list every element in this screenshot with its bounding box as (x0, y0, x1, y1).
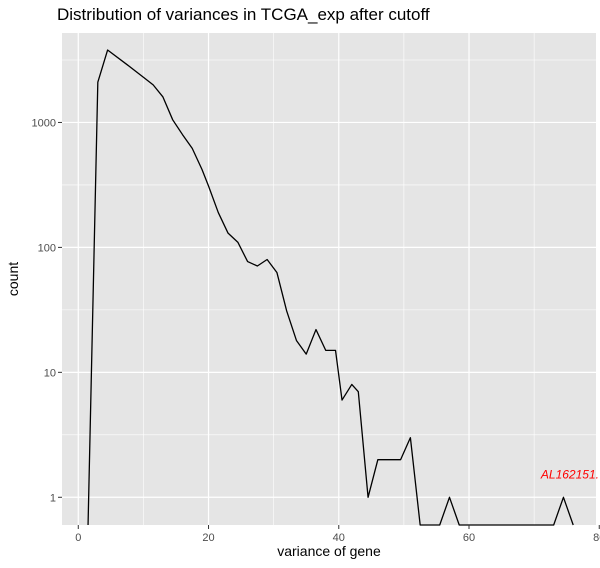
x-tick-label: 20 (202, 532, 214, 544)
plot-panel (62, 33, 596, 525)
series-layer (87, 49, 574, 526)
x-axis: 0 20 40 60 80 (75, 525, 600, 544)
x-tick-label: 40 (333, 532, 345, 544)
y-axis: 1 10 100 1000 (32, 117, 62, 504)
chart-title: Distribution of variances in TCGA_exp af… (57, 5, 430, 24)
y-tick-label: 100 (38, 242, 56, 254)
x-tick-label: 80 (593, 532, 600, 544)
x-axis-title: variance of gene (277, 543, 381, 559)
x-tick-label: 60 (463, 532, 475, 544)
y-tick-label: 10 (44, 367, 56, 379)
y-axis-title: count (5, 262, 21, 296)
annotation-label: AL162151. (540, 467, 599, 481)
annotations: AL162151. (540, 467, 599, 481)
grid-major (62, 33, 600, 525)
series-line-count (87, 49, 574, 526)
grid-minor (62, 33, 596, 525)
x-tick-label: 0 (75, 532, 81, 544)
y-tick-label: 1 (50, 492, 56, 504)
y-tick-label: 1000 (32, 117, 56, 129)
